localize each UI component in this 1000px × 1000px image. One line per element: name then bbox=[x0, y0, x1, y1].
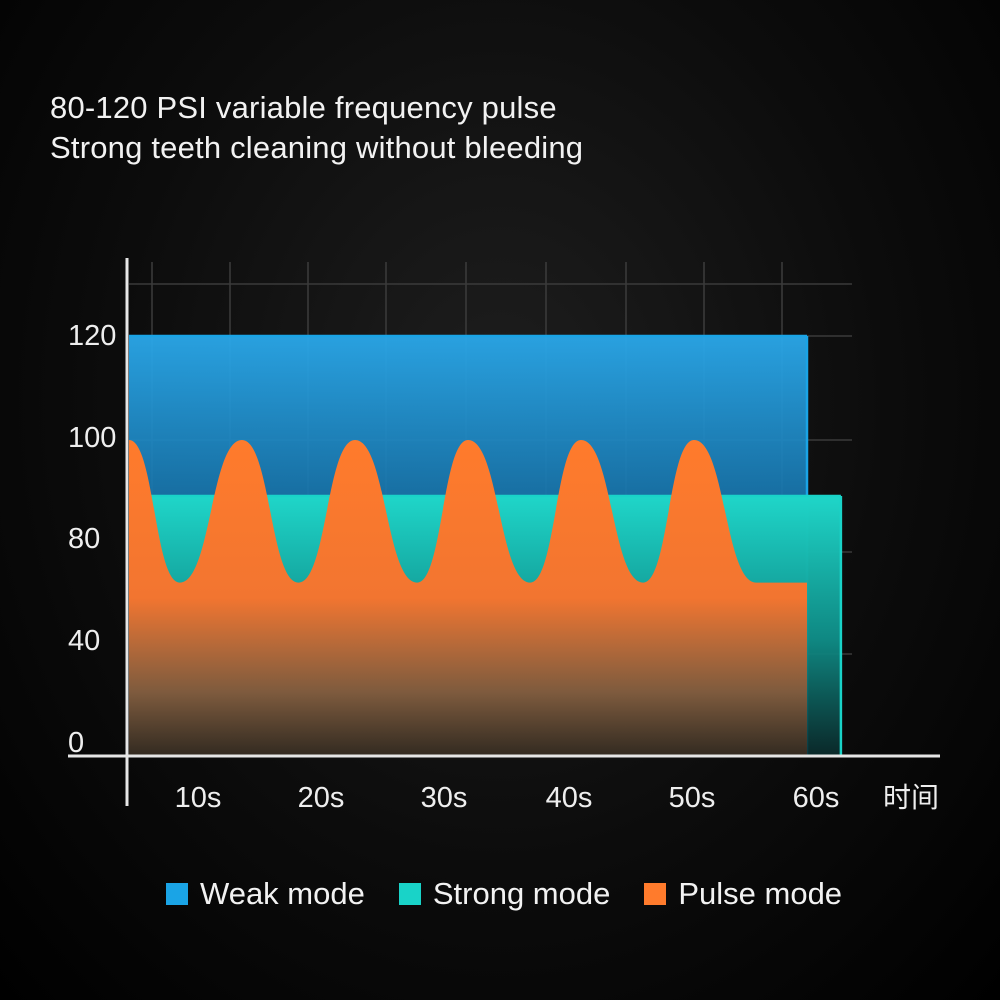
y-tick-label-40: 40 bbox=[68, 625, 100, 657]
legend-swatch-pulse bbox=[644, 883, 667, 905]
x-tick-label-60s: 60s bbox=[793, 782, 840, 814]
legend: Weak mode Strong mode Pulse mode bbox=[166, 872, 876, 916]
heading-line-1: 80-120 PSI variable frequency pulse bbox=[50, 90, 557, 125]
area-pulse-mode bbox=[129, 440, 807, 756]
legend-swatch-weak bbox=[166, 883, 188, 905]
axes bbox=[68, 258, 940, 806]
x-tick-label-30s: 30s bbox=[421, 782, 468, 814]
y-tick-label-0: 0 bbox=[68, 727, 84, 759]
x-tick-label-20s: 20s bbox=[298, 782, 345, 814]
heading-line-2: Strong teeth cleaning without bleeding bbox=[50, 130, 584, 165]
legend-item-strong: Strong mode bbox=[398, 876, 611, 912]
y-tick-label-120: 120 bbox=[68, 320, 116, 352]
x-tick-label-40s: 40s bbox=[546, 782, 593, 814]
legend-label-weak: Weak mode bbox=[200, 876, 365, 911]
x-tick-label-50s: 50s bbox=[669, 782, 716, 814]
series-areas bbox=[129, 334, 843, 756]
y-tick-label-80: 80 bbox=[68, 523, 100, 555]
tick-labels: 0 40 80 100 120 10s 20s 30s 40s 50s 60s 时间 bbox=[68, 320, 939, 814]
legend-item-pulse: Pulse mode bbox=[644, 876, 842, 912]
y-tick-label-100: 100 bbox=[68, 422, 116, 454]
x-tick-label-10s: 10s bbox=[175, 782, 222, 814]
legend-label-strong: Strong mode bbox=[432, 876, 611, 911]
heading: 80-120 PSI variable frequency pulse Stro… bbox=[50, 88, 950, 168]
legend-label-pulse: Pulse mode bbox=[678, 876, 843, 911]
legend-swatch-strong bbox=[398, 883, 421, 905]
x-axis-label: 时间 bbox=[883, 782, 939, 813]
legend-item-weak: Weak mode bbox=[166, 876, 365, 912]
